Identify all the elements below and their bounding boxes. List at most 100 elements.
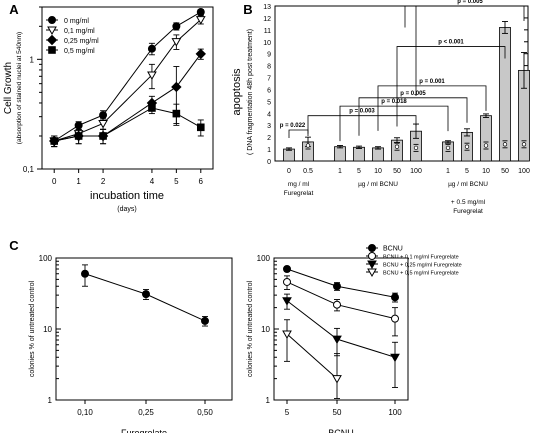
panel-c-left-plot-frame [55,257,233,401]
panel-c-right-series-2-point [332,335,342,345]
panel-b-y-tick-label: 9 [267,52,271,59]
panel-b-group-label-0: Furegrelat [284,190,314,197]
panel-a-x-sublabel: (days) [117,206,136,213]
panel-b-x-tick-label: 5 [465,168,469,175]
panel-a-series-2-point [195,48,206,60]
panel-c-right-plot-frame [273,257,409,401]
panel-b-bar [372,147,384,162]
panel-a-series-1-point [195,16,206,25]
panel-c-right-y-label: colonies % of untreated control [247,281,254,378]
panel-c-right-series-1-point [333,300,341,309]
panel-a-x-tick-label: 2 [101,177,106,186]
panel-a-series-3-point [148,104,156,112]
panel-b-x-tick-label: 100 [410,168,422,175]
panel-a-x-tick-label: 4 [150,177,155,186]
panel-c-right-x-tick-label: 50 [333,408,342,417]
panel-b-x-tick-label: 50 [501,168,509,175]
panel-b-group-label-1: µg / ml BCNU [358,181,398,188]
panel-a-series-3-point [50,137,59,145]
panel-b-x-tick-label: 0.5 [303,168,313,175]
panel-b-y-tick-label: 10 [263,40,271,47]
panel-b-x-tick-label: 1 [446,168,450,175]
panel-b-y-tick-label: 5 [267,99,271,106]
panel-b-inner-point [483,143,489,148]
panel-b-y-label: apoptosis [231,68,243,116]
panel-b-y-tick-label: 13 [263,4,271,11]
panel-a-x-tick-label: 6 [199,177,204,186]
panel-a-legend-label: 0,5 mg/ml [64,48,95,55]
panel-c-right-series-0-line [286,268,396,298]
panel-c-left-series-0-point [201,316,209,325]
panel-b-annotation-5-label: p < 0.001 [438,40,464,46]
panel-b-x-tick-label: 0 [287,168,291,175]
panel-a-legend-marker [47,26,57,36]
panel-a-series-3-point [196,123,205,132]
panel-b-y-tick-label: 2 [267,135,271,142]
panel-b-group-label-2: + 0.5 mg/ml [451,199,486,206]
panel-a-series-1-point [171,38,182,47]
panel-b-annotation-6-bracket [415,5,525,96]
panel-c-right-legend-label: BCNU [383,246,403,253]
panel-a-series-3-line [54,107,202,142]
panel-a-y-tick-label: 1 [30,55,35,64]
panel-b-inner-point [394,144,400,149]
panel-b-annotation-3-bracket [358,97,468,136]
panel-a-series-0-point [99,111,108,120]
panel-a-y-tick-label: 0,1 [23,165,35,174]
panel-b-y-tick-label: 6 [267,87,271,94]
panel-c-left-series-0-point [81,269,89,278]
panel-b-annotation-5-bracket [396,46,506,127]
panel-b-y-tick-label: 11 [264,28,271,35]
panel-b-annotation-2-label: p = 0.018 [381,99,407,105]
panel-c-label: C [9,238,19,253]
panel-a-x-tick-label: 0 [52,177,57,186]
panel-b-x-tick-label: 10 [482,168,490,175]
panel-c-right-series-0-point [391,293,399,302]
panel-c-right-series-0-point [283,264,291,273]
panel-b-bar [353,146,365,162]
panel-b-inner-point [502,142,508,147]
panel-b-y-tick-label: 3 [267,123,271,130]
panel-c-right-legend-marker [367,268,377,278]
panel-c-right-legend-marker [368,244,376,252]
panel-a-series-3-point [172,109,181,118]
panel-b-x-tick-label: 100 [518,168,530,175]
panel-a-legend-label: 0,25 mg/ml [64,38,99,45]
panel-b-y-tick-label: 4 [267,111,271,118]
panel-c-left-x-tick-label: 0,25 [138,408,154,417]
panel-b-x-tick-label: 5 [357,168,361,175]
panel-a-legend-marker [48,16,56,24]
panel-b-inner-point [413,145,419,151]
panel-c-left-y-tick-label: 1 [48,396,53,405]
panel-b-y-tick-label: 7 [267,76,271,83]
panel-a-x-tick-label: 5 [174,177,179,186]
panel-c-left-y-label: colonies % of untreated control [29,281,36,378]
panel-c-right-y-tick-label: 100 [257,254,271,263]
panel-b-inner-point [464,144,470,149]
panel-c-right-series-0-point [333,282,341,291]
panel-a-label: A [9,2,19,17]
panel-c-right-x-tick-label: 100 [388,408,402,417]
panel-b-label: B [243,2,252,17]
panel-b-bar [334,146,346,162]
panel-a-y-label: Cell Growth [3,62,14,114]
panel-b-x-tick-label: 50 [393,168,401,175]
panel-a-legend-label: 0 mg/ml [64,18,89,25]
panel-b-annotation-1-label: p = 0.003 [349,109,375,115]
panel-b-annotation-3-label: p = 0.005 [400,91,426,97]
panel-a-series-0-point [172,22,181,31]
panel-a-y-sublabel: (absorption of stained nuclei at 540nm) [16,32,23,144]
panel-a-plot-frame [41,6,214,170]
panel-a-series-1-point [98,119,108,129]
panel-c-right-y-tick-label: 10 [261,325,270,334]
panel-b-y-tick-label: 1 [267,147,271,154]
panel-a-legend-marker [46,34,58,46]
panel-c-right-legend-label: BCNU + 0,5 mg/ml Furegrelate [383,271,459,277]
panel-b-annotation-1-bracket [307,115,417,134]
panel-a-legend-marker [48,46,56,54]
panel-a-series-0-point [196,8,205,17]
panel-a-x-tick-label: 1 [76,177,81,186]
panel-c-right-y-tick-label: 1 [266,396,271,405]
panel-b-annotation-2-bracket [339,105,449,142]
